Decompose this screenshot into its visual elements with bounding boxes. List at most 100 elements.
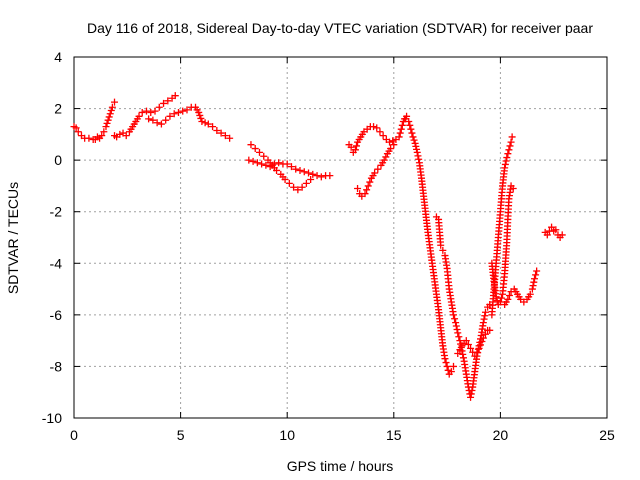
data-point: [371, 169, 379, 177]
data-point: [449, 311, 457, 319]
data-point: [258, 160, 266, 168]
data-point: [552, 226, 560, 234]
data-point: [526, 290, 534, 298]
data-point: [528, 285, 536, 293]
x-tick-label: 5: [177, 427, 185, 443]
data-point: [171, 92, 179, 100]
data-point: [170, 110, 178, 118]
data-point: [164, 97, 172, 105]
data-point: [122, 132, 130, 140]
data-point: [412, 142, 420, 150]
x-tick-label: 10: [279, 427, 295, 443]
data-point: [376, 128, 384, 136]
data-point: [300, 168, 308, 176]
data-point: [116, 130, 124, 138]
data-point: [486, 326, 494, 334]
data-point: [72, 124, 80, 132]
data-point: [473, 348, 481, 356]
tick-labels: 0 5 10 15 20 25 -10 -8 -6 -4 -2 0 2 4: [42, 49, 615, 443]
data-point: [462, 337, 470, 345]
data-point: [415, 155, 423, 163]
data-point: [405, 117, 413, 125]
grid: [74, 57, 607, 418]
data-point: [480, 315, 488, 323]
data-point: [226, 134, 234, 142]
data-point: [459, 354, 467, 362]
data-point: [411, 139, 419, 147]
data-point: [456, 337, 464, 345]
data-point: [548, 223, 556, 231]
data-point: [475, 344, 483, 352]
data-point: [386, 138, 394, 146]
data-point: [459, 350, 467, 358]
data-point: [245, 156, 253, 164]
data-point: [160, 99, 168, 107]
y-tick-label: -8: [50, 358, 63, 374]
data-point: [442, 359, 450, 367]
data-point: [380, 156, 388, 164]
data-point: [363, 186, 371, 194]
data-point: [481, 330, 489, 338]
data-point: [166, 112, 174, 120]
data-point: [281, 175, 289, 183]
data-point: [493, 297, 501, 305]
data-point: [326, 172, 334, 180]
data-point: [197, 114, 205, 122]
data-point: [409, 133, 417, 141]
data-point: [145, 115, 153, 123]
data-point: [98, 132, 106, 140]
data-point: [179, 107, 187, 115]
data-point: [558, 231, 566, 239]
y-tick-label: 0: [54, 152, 62, 168]
data-point: [529, 282, 537, 290]
y-tick-label: -10: [42, 410, 62, 426]
data-point: [111, 98, 119, 106]
data-point: [501, 160, 509, 168]
data-point: [292, 165, 300, 173]
y-tick-label: -2: [50, 204, 63, 220]
axis-ticks: [73, 56, 608, 419]
data-point: [249, 157, 257, 165]
data-point: [479, 319, 487, 327]
data-point: [313, 172, 321, 180]
data-point: [157, 120, 165, 128]
data-point: [307, 175, 315, 183]
data-point: [298, 183, 306, 191]
data-point: [296, 166, 304, 174]
data-point: [414, 152, 422, 160]
x-tick-label: 20: [493, 427, 509, 443]
data-point: [273, 166, 281, 174]
x-tick-label: 25: [599, 427, 615, 443]
data-point: [108, 103, 116, 111]
data-point: [478, 338, 486, 346]
data-point: [251, 145, 259, 153]
data-point: [174, 108, 182, 116]
data-point: [441, 355, 449, 363]
data-point: [505, 146, 513, 154]
data-point: [403, 112, 411, 120]
data-point: [149, 116, 157, 124]
data-point: [437, 241, 445, 249]
data-point: [74, 128, 82, 136]
data-point: [497, 294, 505, 302]
x-tick-label: 15: [386, 427, 402, 443]
data-point: [390, 141, 398, 149]
data-point: [453, 325, 461, 333]
data-point: [366, 178, 374, 186]
data-point: [162, 116, 170, 124]
data-point: [509, 185, 517, 193]
data-point: [454, 350, 462, 358]
data-point: [290, 183, 298, 191]
data-point: [270, 160, 278, 168]
data-point: [447, 368, 455, 376]
data-point: [492, 293, 500, 301]
data-points: [70, 92, 566, 401]
data-point: [85, 134, 93, 142]
y-tick-label: 4: [54, 49, 62, 65]
data-point: [504, 295, 512, 303]
data-point: [294, 186, 302, 194]
data-point: [532, 271, 540, 279]
data-point: [439, 246, 447, 254]
data-point: [507, 138, 515, 146]
